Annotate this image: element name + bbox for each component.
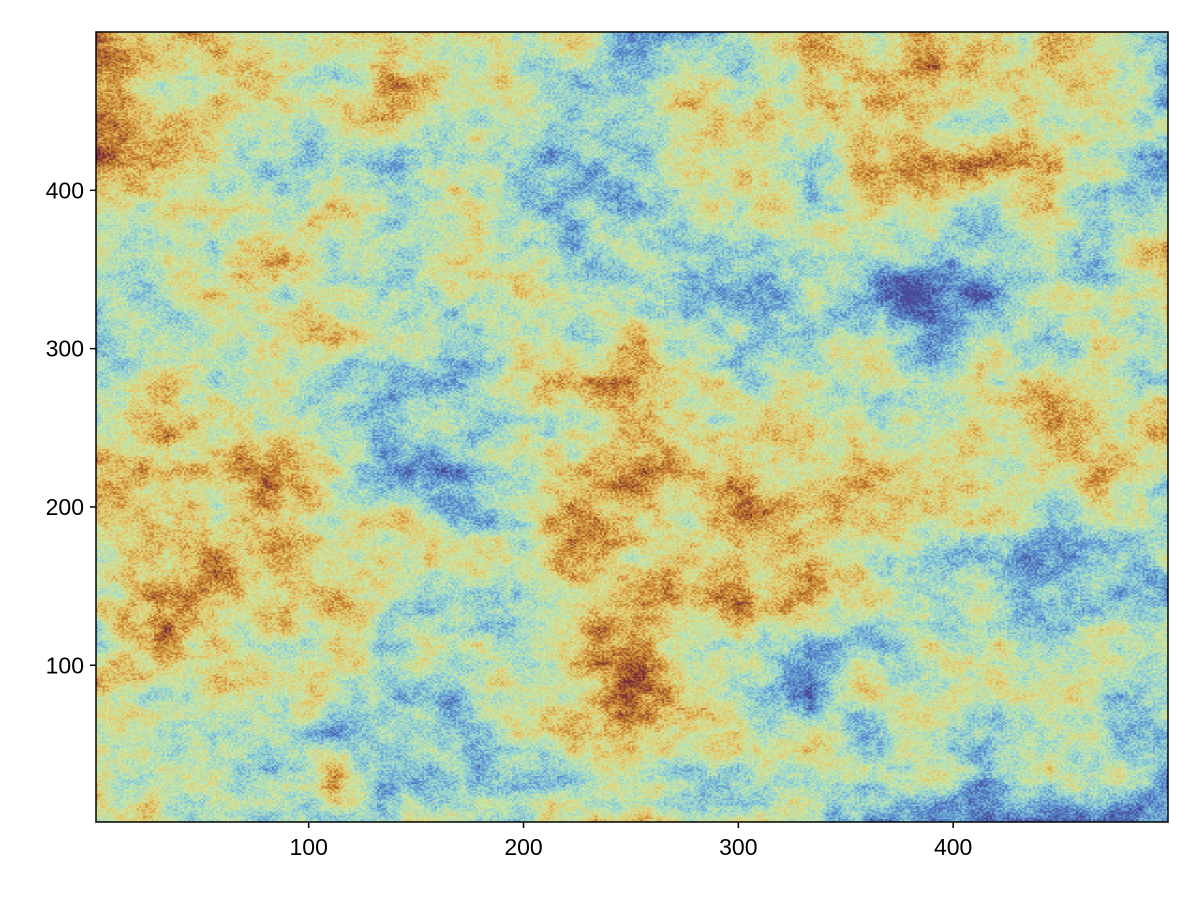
x-tick-label: 100	[289, 834, 327, 860]
x-tick-label: 300	[719, 834, 757, 860]
y-tick-label: 200	[46, 494, 84, 520]
y-axis-ticks: 100 200 300 400	[46, 177, 96, 678]
y-tick-label: 400	[46, 177, 84, 203]
plot-frame	[95, 31, 1169, 823]
x-tick-label: 200	[504, 834, 542, 860]
y-tick-label: 300	[46, 336, 84, 362]
y-tick-label: 100	[46, 652, 84, 678]
heatmap-image	[96, 32, 1168, 822]
x-axis-ticks: 100 200 300 400	[289, 822, 972, 860]
x-tick-label: 400	[934, 834, 972, 860]
